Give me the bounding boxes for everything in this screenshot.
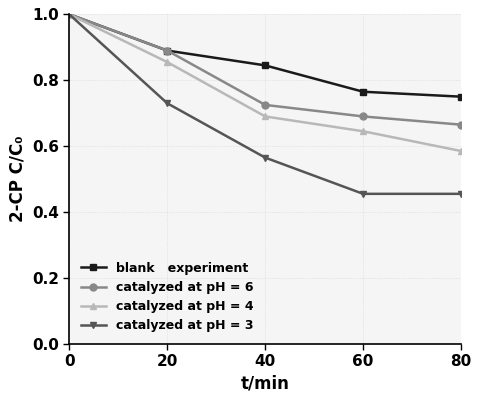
Line: catalyzed at pH = 3: catalyzed at pH = 3	[66, 11, 465, 197]
catalyzed at pH = 6	[164, 48, 170, 53]
X-axis label: t/min: t/min	[241, 375, 289, 393]
blank   experiment	[360, 89, 366, 94]
Legend: blank   experiment, catalyzed at pH = 6, catalyzed at pH = 4, catalyzed at pH = : blank experiment, catalyzed at pH = 6, c…	[75, 257, 258, 338]
catalyzed at pH = 4	[164, 60, 170, 65]
catalyzed at pH = 3	[262, 155, 268, 160]
catalyzed at pH = 3	[360, 191, 366, 196]
catalyzed at pH = 3	[164, 101, 170, 106]
catalyzed at pH = 4	[262, 114, 268, 119]
catalyzed at pH = 6	[360, 114, 366, 119]
catalyzed at pH = 6	[66, 12, 72, 17]
catalyzed at pH = 3	[66, 12, 72, 17]
Line: blank   experiment: blank experiment	[66, 11, 465, 100]
Line: catalyzed at pH = 4: catalyzed at pH = 4	[66, 11, 465, 154]
catalyzed at pH = 3	[458, 191, 464, 196]
blank   experiment	[66, 12, 72, 17]
catalyzed at pH = 4	[458, 149, 464, 154]
blank   experiment	[458, 94, 464, 99]
blank   experiment	[262, 63, 268, 68]
Y-axis label: 2-CP C/C₀: 2-CP C/C₀	[8, 136, 26, 222]
catalyzed at pH = 6	[458, 122, 464, 127]
catalyzed at pH = 4	[360, 129, 366, 134]
catalyzed at pH = 6	[262, 103, 268, 107]
blank   experiment	[164, 48, 170, 53]
catalyzed at pH = 4	[66, 12, 72, 17]
Line: catalyzed at pH = 6: catalyzed at pH = 6	[66, 11, 465, 128]
